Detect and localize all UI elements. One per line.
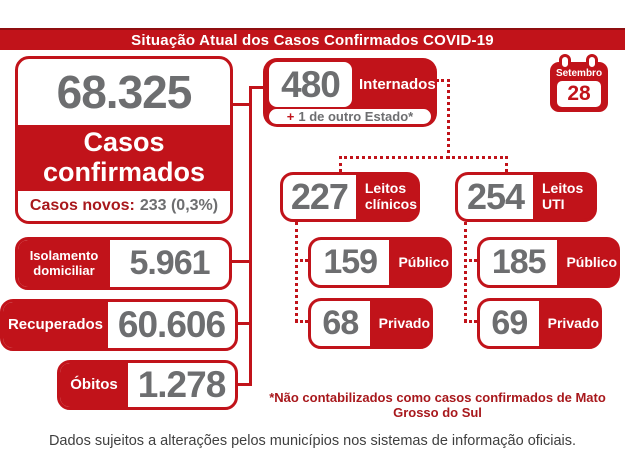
- recovered-box: Recuperados 60.606: [0, 299, 238, 351]
- clinical-public-value: 159: [311, 240, 390, 285]
- clinical-private-value: 68: [311, 301, 370, 346]
- recovered-value: 60.606: [117, 304, 226, 345]
- new-cases-value: 233 (0,3%): [139, 197, 219, 214]
- title-banner: Situação Atual dos Casos Confirmados COV…: [0, 28, 625, 50]
- icu-public-box: 185 Público: [477, 237, 620, 288]
- new-cases-row: Casos novos: 233 (0,3%): [18, 191, 230, 221]
- connector-line: [236, 383, 250, 386]
- isolation-value: 5.961: [129, 244, 210, 282]
- dotted-connector: [447, 79, 450, 159]
- dotted-connector: [339, 156, 342, 172]
- icu-beds-label: Leitos UTI: [542, 180, 584, 212]
- dotted-connector: [464, 259, 477, 262]
- clinical-beds-box: 227 Leitos clínicos: [280, 172, 420, 222]
- dotted-connector: [295, 222, 298, 322]
- icu-public-value: 185: [480, 240, 558, 285]
- footnote: *Não contabilizados como casos confirmad…: [269, 390, 606, 420]
- icu-beds-box: 254 Leitos UTI: [455, 172, 597, 222]
- dotted-connector: [295, 320, 308, 323]
- isolation-box: Isolamento domiciliar 5.961: [15, 237, 232, 290]
- connector-line: [231, 103, 250, 106]
- hospitalized-label: Internados: [359, 76, 436, 93]
- confirmed-cases-card: 68.325 Casos confirmados Casos novos: 23…: [15, 56, 233, 224]
- clinical-beds-value: 227: [283, 175, 356, 219]
- icu-private-value: 69: [480, 301, 539, 346]
- hospitalized-note-text: 1 de outro Estado*: [298, 109, 414, 124]
- confirmed-cases-label: Casos confirmados: [18, 125, 230, 191]
- confirmed-cases-value: 68.325: [56, 66, 193, 118]
- dotted-connector: [464, 320, 477, 323]
- connector-line: [250, 86, 264, 89]
- icu-public-label: Público: [566, 253, 617, 270]
- clinical-public-box: 159 Público: [308, 237, 452, 288]
- clinical-private-label: Privado: [378, 314, 430, 331]
- connector-line: [230, 260, 250, 263]
- dotted-connector: [339, 156, 508, 159]
- hospitalized-box: 480 Internados + 1 de outro Estado*: [263, 58, 437, 127]
- deaths-box: Óbitos 1.278: [57, 360, 238, 410]
- hospitalized-value: 480: [269, 62, 352, 107]
- dotted-connector: [436, 79, 450, 82]
- recovered-label: Recuperados: [3, 302, 108, 348]
- icu-private-box: 69 Privado: [477, 298, 602, 349]
- isolation-label: Isolamento domiciliar: [18, 240, 110, 287]
- new-cases-label: Casos novos:: [29, 197, 135, 214]
- dotted-connector: [295, 259, 308, 262]
- icu-beds-value: 254: [458, 175, 533, 219]
- calendar-month: Setembro: [555, 68, 603, 79]
- calendar-ring-icon: [586, 54, 598, 70]
- icu-private-label: Privado: [547, 314, 599, 331]
- disclaimer: Dados sujeitos a alterações pelos municí…: [48, 433, 577, 449]
- dotted-connector: [505, 156, 508, 172]
- clinical-private-box: 68 Privado: [308, 298, 433, 349]
- deaths-label: Óbitos: [60, 363, 128, 407]
- dotted-connector: [464, 222, 467, 322]
- calendar-icon: Setembro 28: [550, 54, 608, 112]
- hospitalized-note: + 1 de outro Estado*: [269, 109, 431, 124]
- calendar-day: 28: [557, 81, 601, 107]
- connector-line: [236, 322, 250, 325]
- calendar-ring-icon: [559, 54, 571, 70]
- plus-icon: +: [286, 109, 295, 124]
- connector-line: [249, 86, 252, 386]
- deaths-value: 1.278: [137, 364, 227, 405]
- clinical-beds-label: Leitos clínicos: [364, 180, 418, 212]
- page-title: Situação Atual dos Casos Confirmados COV…: [131, 31, 494, 49]
- clinical-public-label: Público: [398, 253, 449, 270]
